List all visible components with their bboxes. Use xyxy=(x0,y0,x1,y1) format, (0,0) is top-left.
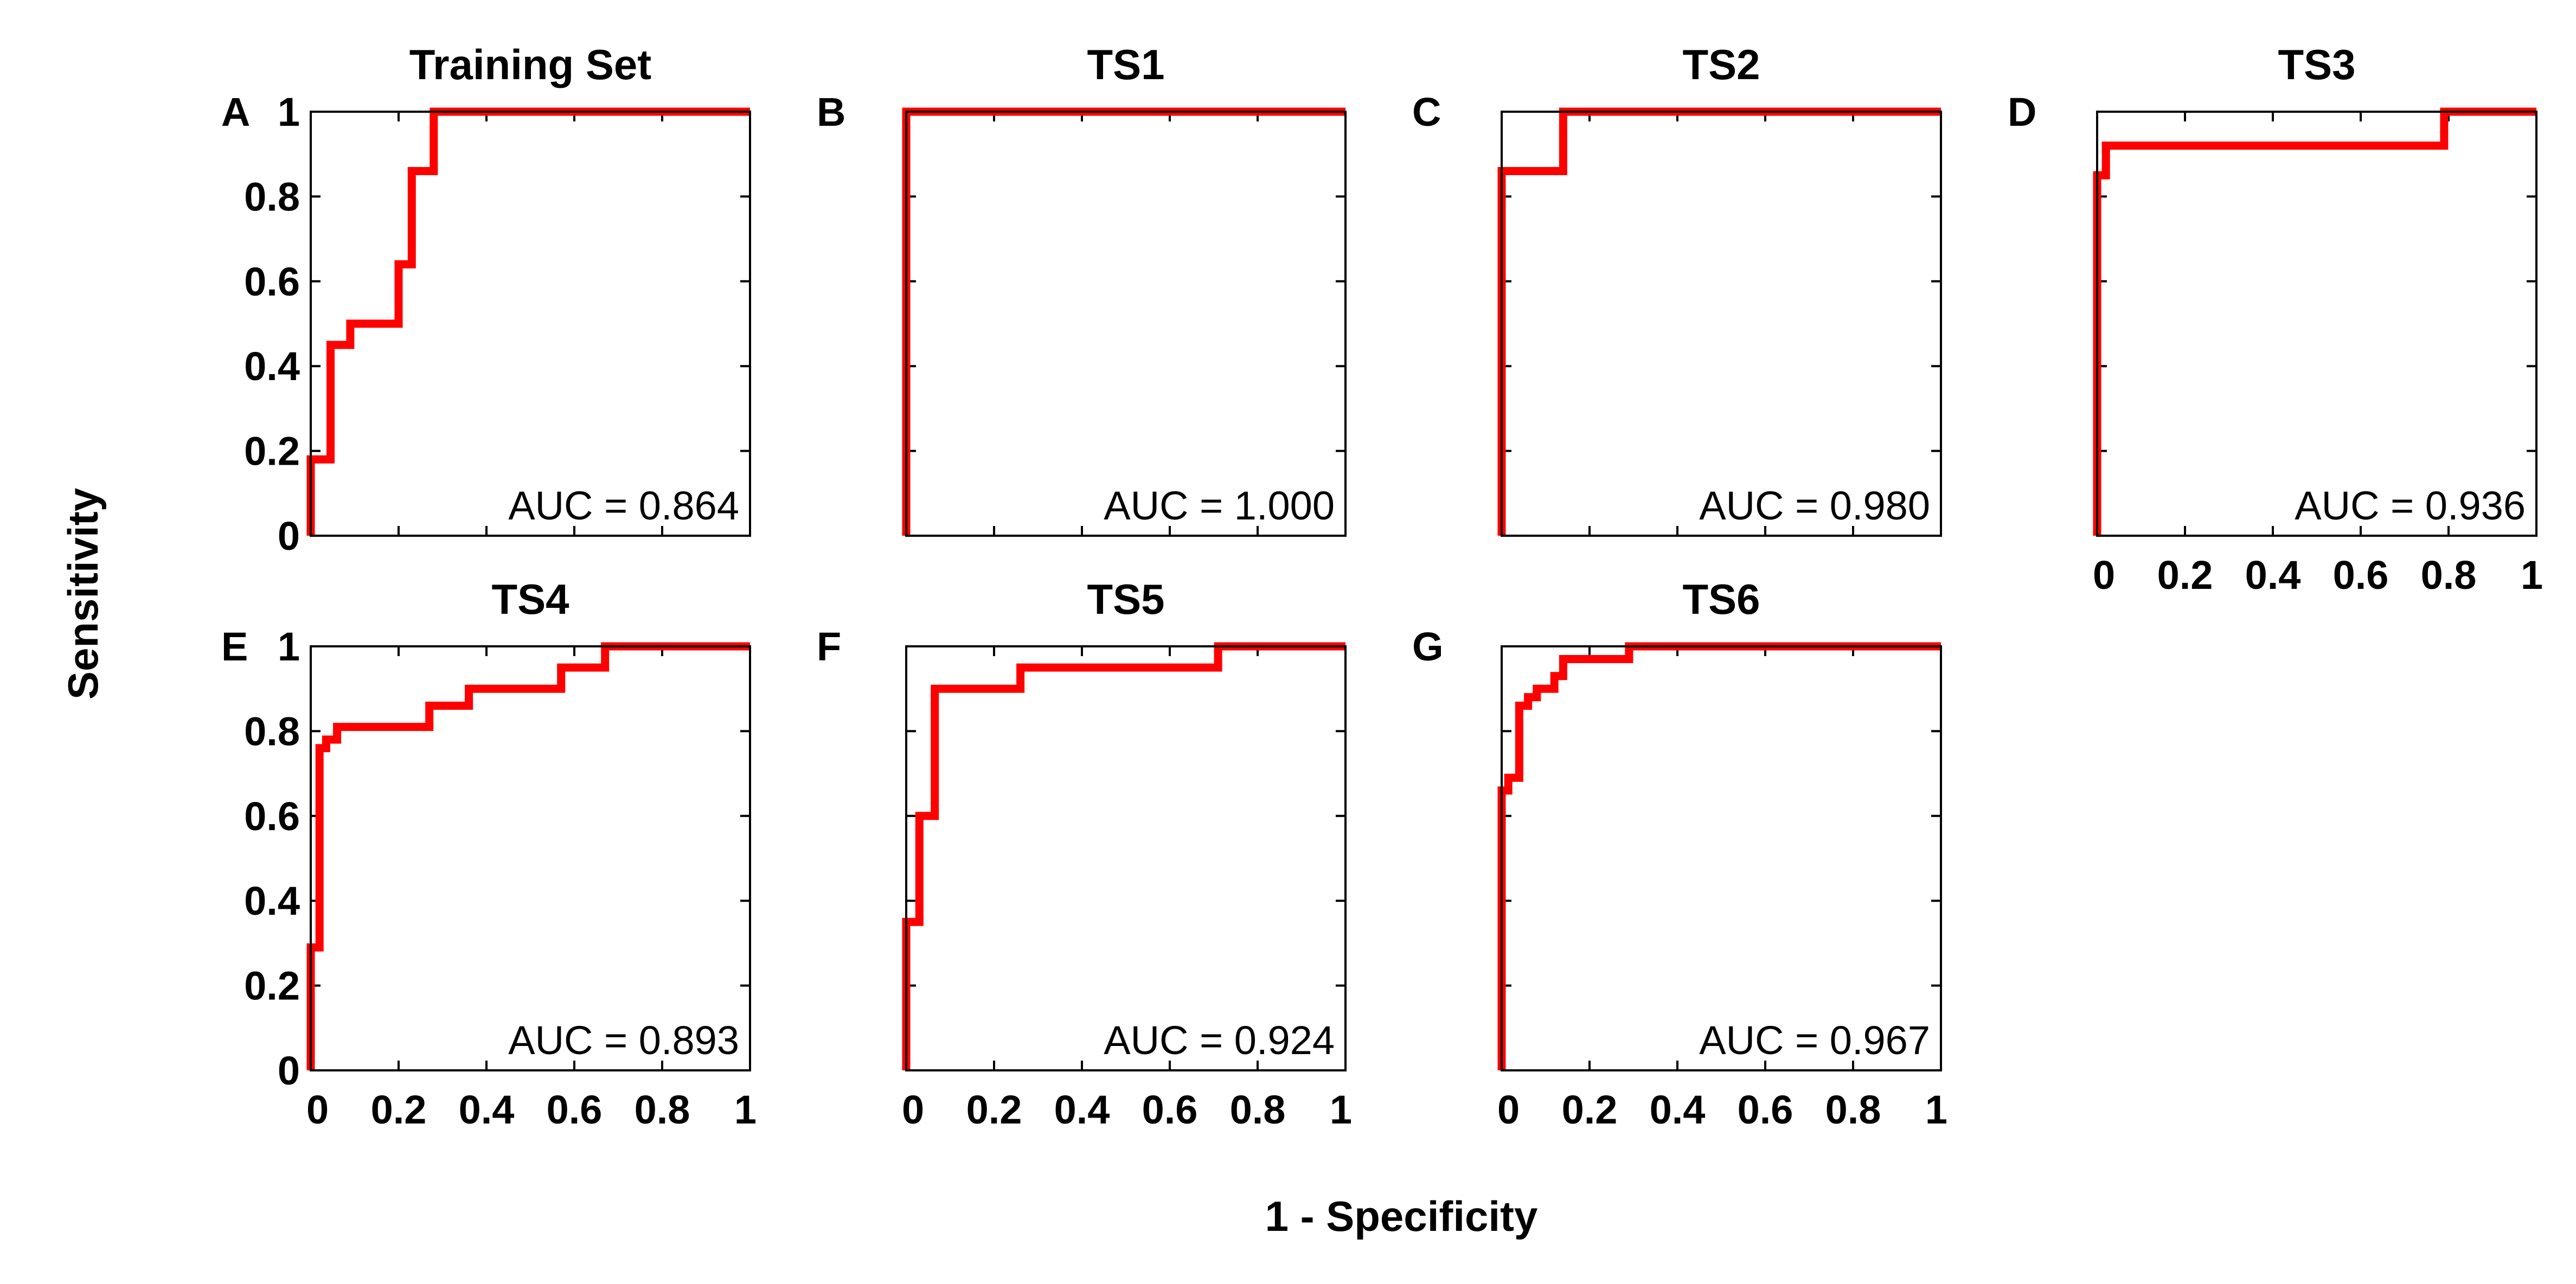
panel-b: TS1 B AUC = 1.000 xyxy=(817,41,1347,537)
x-tick-label: 0.2 xyxy=(2157,553,2213,598)
roc-curve-f xyxy=(902,642,1345,1070)
panel-a: Training Set A 0 0.2 0.4 0.6 0.8 1 AUC = 0.864 xyxy=(221,41,751,558)
roc-curve-e xyxy=(306,642,750,1070)
x-tick-label: 1 xyxy=(2521,553,2543,598)
y-tick-label: 0 xyxy=(278,1048,300,1093)
auc-label: AUC = 0.967 xyxy=(1699,1018,1930,1063)
x-tick-label: 1 xyxy=(734,1087,757,1132)
x-tick-label: 0.2 xyxy=(1562,1087,1618,1132)
panel-title: TS4 xyxy=(491,575,569,623)
y-tick-label: 0.2 xyxy=(244,964,300,1009)
panel-letter: E xyxy=(221,624,248,669)
plot-frame xyxy=(310,111,751,537)
plot-frame xyxy=(1501,111,1942,537)
panel-group: Training Set A 0 0.2 0.4 0.6 0.8 1 AUC = 0.864 TS… xyxy=(221,41,2543,1132)
y-tick-label: 0.2 xyxy=(244,429,300,474)
panel-title: TS2 xyxy=(1682,41,1760,88)
plot-frame xyxy=(1501,645,1942,1071)
roc-curve-g xyxy=(1497,642,1941,1070)
auc-label: AUC = 0.980 xyxy=(1699,483,1930,528)
x-tick-label: 0.2 xyxy=(371,1087,427,1132)
plot-frame xyxy=(2096,111,2537,537)
panel-letter: C xyxy=(1412,89,1441,134)
x-tick-label: 0 xyxy=(1497,1087,1520,1132)
y-tick-label: 0.6 xyxy=(244,259,300,304)
plot-frame xyxy=(310,645,751,1071)
y-tick-label: 0.6 xyxy=(244,794,300,839)
x-tick-label: 0.8 xyxy=(635,1087,690,1132)
y-tick-label: 1 xyxy=(278,624,300,669)
panel-title: TS1 xyxy=(1087,41,1164,88)
x-tick-label: 0.8 xyxy=(1825,1087,1881,1132)
panel-title: TS3 xyxy=(2278,41,2355,88)
panel-title: TS5 xyxy=(1087,575,1164,623)
panel-letter: A xyxy=(221,89,250,134)
roc-curve-d xyxy=(2093,107,2536,536)
x-tick-label: 0.6 xyxy=(1738,1087,1793,1132)
y-tick-label: 0.4 xyxy=(244,878,300,923)
x-tick-label: 0.4 xyxy=(1054,1087,1110,1132)
y-tick-label: 0.4 xyxy=(244,344,300,389)
x-tick-label: 0.4 xyxy=(1650,1087,1706,1132)
plot-frame xyxy=(905,645,1347,1071)
panel-f: TS5 F 0 0.2 0.4 0.6 0.8 1 AUC = 0.924 xyxy=(817,575,1352,1132)
panel-title: TS6 xyxy=(1682,575,1760,623)
auc-label: AUC = 0.864 xyxy=(508,483,739,528)
auc-label: AUC = 0.893 xyxy=(508,1018,739,1063)
roc-curve-c xyxy=(1497,107,1941,536)
roc-curve-b xyxy=(902,107,1345,536)
y-tick-label: 1 xyxy=(278,89,300,134)
panel-letter: D xyxy=(2008,89,2036,134)
panel-letter: F xyxy=(817,624,841,669)
y-tick-label: 0.8 xyxy=(244,174,300,219)
roc-curve-a xyxy=(306,107,750,536)
y-tick-label: 0 xyxy=(278,513,300,558)
x-tick-label: 0.8 xyxy=(2421,553,2477,598)
x-axis-label: 1 - Specificity xyxy=(1265,1192,1538,1240)
x-tick-label: 0 xyxy=(306,1087,329,1132)
x-tick-label: 0.4 xyxy=(459,1087,515,1132)
panel-title: Training Set xyxy=(409,41,651,88)
panel-g: TS6 G 0 0.2 0.4 0.6 0.8 1 AUC = 0.967 xyxy=(1412,575,1947,1132)
auc-label: AUC = 1.000 xyxy=(1104,483,1335,528)
panel-e: TS4 E 0 0.2 0.4 0.6 0.8 1 0 0.2 0.4 0.6 0.8 1 AUC = 0.… xyxy=(221,575,757,1132)
x-tick-label: 0 xyxy=(902,1087,924,1132)
x-tick-label: 0.4 xyxy=(2245,553,2301,598)
panel-c: TS2 C AUC = 0.980 xyxy=(1412,41,1942,537)
x-tick-label: 1 xyxy=(1925,1087,1947,1132)
auc-label: AUC = 0.936 xyxy=(2295,483,2526,528)
plot-frame xyxy=(905,111,1347,537)
x-tick-label: 0.2 xyxy=(966,1087,1022,1132)
auc-label: AUC = 0.924 xyxy=(1104,1018,1335,1063)
x-tick-label: 0.6 xyxy=(2333,553,2389,598)
x-tick-label: 1 xyxy=(1330,1087,1352,1132)
panel-letter: G xyxy=(1412,624,1444,669)
x-tick-label: 0.6 xyxy=(547,1087,603,1132)
panel-letter: B xyxy=(817,89,845,134)
x-tick-label: 0.6 xyxy=(1142,1087,1198,1132)
x-tick-label: 0 xyxy=(2093,553,2115,598)
y-tick-label: 0.8 xyxy=(244,709,300,754)
y-axis-label: Sensitivity xyxy=(59,488,107,699)
panel-d: TS3 D 0 0.2 0.4 0.6 0.8 1 AUC = 0.936 xyxy=(2008,41,2543,598)
x-tick-label: 0.8 xyxy=(1230,1087,1286,1132)
